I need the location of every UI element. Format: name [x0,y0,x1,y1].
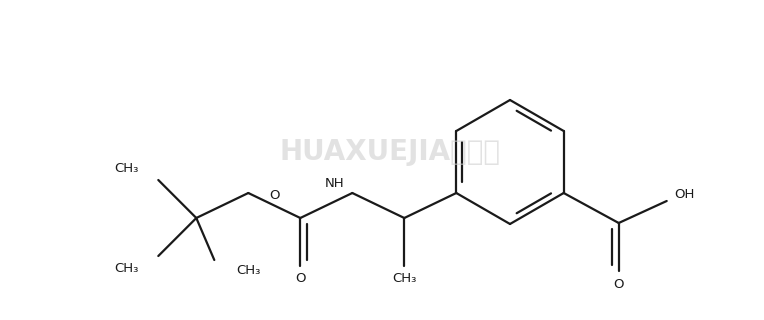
Text: O: O [613,277,624,291]
Text: CH₃: CH₃ [114,261,138,275]
Text: O: O [295,273,306,285]
Text: OH: OH [675,188,695,201]
Text: CH₃: CH₃ [392,273,416,285]
Text: CH₃: CH₃ [114,162,138,174]
Text: O: O [269,189,280,202]
Text: HUAXUEJIA化学机: HUAXUEJIA化学机 [280,138,500,166]
Text: CH₃: CH₃ [236,263,261,276]
Text: NH: NH [325,177,345,189]
